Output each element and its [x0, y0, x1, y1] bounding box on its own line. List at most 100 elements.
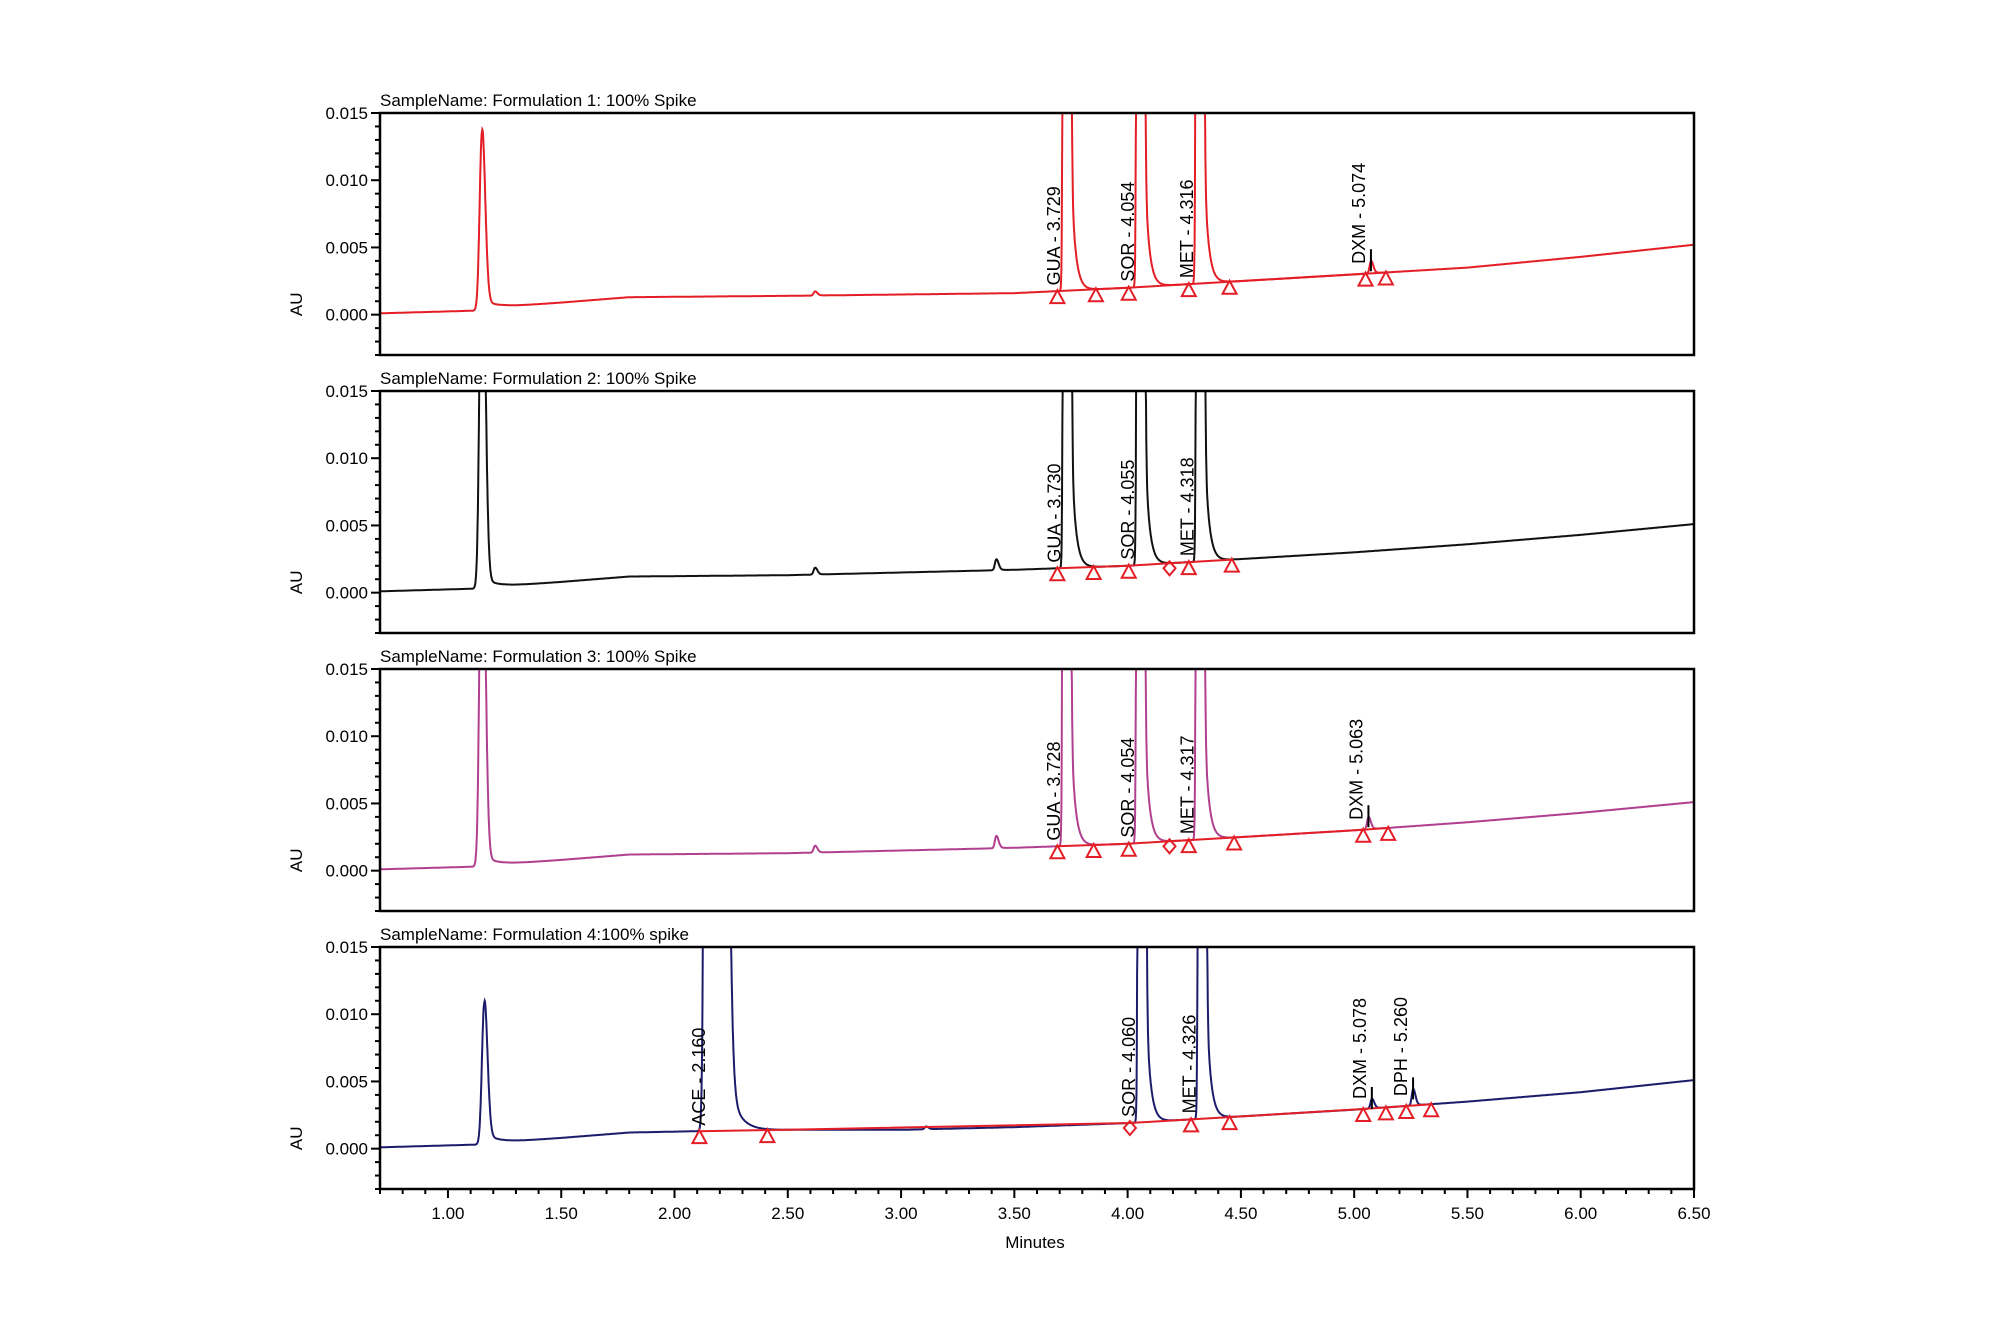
peak-boundary-triangle-marker	[1180, 559, 1198, 576]
peak-label: SOR - 4.060	[1119, 1017, 1139, 1117]
peak-label: SOR - 4.055	[1118, 460, 1138, 560]
panel-1: SampleName: Formulation 1: 100% Spike AU 0…	[287, 91, 1696, 357]
peak-boundary-triangle-marker	[1354, 1105, 1372, 1123]
peak-boundary-triangle-marker	[1120, 562, 1138, 579]
peak-boundary-triangle-marker	[1048, 843, 1067, 860]
panel-3: SampleName: Formulation 3: 100% Spike AU 0…	[287, 647, 1696, 913]
panel-title: SampleName: Formulation 3: 100% Spike	[380, 647, 697, 666]
peak-boundary-triangle-marker	[1084, 841, 1103, 858]
y-tick-label: 0.015	[325, 938, 368, 957]
y-tick-label: 0.010	[325, 727, 368, 746]
panel-4: SampleName: Formulation 4:100% spike AU 0.…	[287, 925, 1711, 1252]
peak-label: GUA - 3.729	[1044, 186, 1064, 285]
x-tick-label: 6.50	[1677, 1204, 1710, 1223]
panel-title: SampleName: Formulation 2: 100% Spike	[380, 369, 697, 388]
peak-label: MET - 4.326	[1179, 1015, 1199, 1114]
peak-label: GUA - 3.728	[1044, 742, 1064, 841]
peak-boundary-triangle-marker	[1120, 284, 1138, 301]
panel-2: SampleName: Formulation 2: 100% Spike AU 0…	[287, 369, 1696, 635]
peak-label: GUA - 3.730	[1044, 464, 1064, 563]
y-tick-label: 0.000	[325, 584, 368, 603]
plot-frame	[378, 389, 1696, 635]
chromatogram-trace	[380, 113, 1694, 315]
panel-title: SampleName: Formulation 1: 100% Spike	[380, 91, 697, 110]
y-tick-label: 0.015	[325, 660, 368, 679]
x-tick-label: 3.00	[885, 1204, 918, 1223]
peak-boundary-triangle-marker	[758, 1127, 777, 1144]
peak-label: ACE - 2.160	[689, 1028, 709, 1126]
peak-boundary-diamond-marker	[1162, 837, 1177, 855]
chromatogram-trace	[380, 669, 1694, 871]
peak-boundary-triangle-marker	[1048, 565, 1067, 582]
panel-title: SampleName: Formulation 4:100% spike	[380, 925, 689, 944]
peak-label: SOR - 4.054	[1118, 182, 1138, 282]
peak-boundary-triangle-marker	[1048, 288, 1067, 305]
x-tick-label: 1.50	[545, 1204, 578, 1223]
peak-boundary-triangle-marker	[1084, 563, 1103, 580]
y-tick-label: 0.010	[325, 449, 368, 468]
peak-boundary-triangle-marker	[1379, 824, 1397, 841]
chromatogram-trace	[380, 391, 1694, 593]
peak-label: MET - 4.316	[1177, 179, 1197, 278]
peak-label: MET - 4.317	[1177, 735, 1197, 834]
integration-baseline	[1057, 558, 1232, 570]
peak-label: DXM - 5.063	[1346, 719, 1366, 820]
integration-baseline	[1057, 271, 1386, 293]
peak-boundary-triangle-marker	[1377, 269, 1395, 286]
y-tick-label: 0.015	[325, 104, 368, 123]
y-tick-label: 0.010	[325, 1005, 368, 1024]
integration-baseline	[699, 1103, 1432, 1133]
y-tick-label: 0.005	[325, 1072, 368, 1091]
peak-boundary-triangle-marker	[1182, 1116, 1200, 1133]
y-tick-label: 0.005	[325, 516, 368, 535]
x-tick-label: 4.00	[1111, 1204, 1144, 1223]
chromatogram-trace	[380, 947, 1694, 1149]
x-axis-label: Minutes	[1005, 1233, 1065, 1252]
y-tick-label: 0.015	[325, 382, 368, 401]
x-tick-label: 1.00	[431, 1204, 464, 1223]
x-tick-label: 5.50	[1451, 1204, 1484, 1223]
peak-boundary-triangle-marker	[1180, 837, 1198, 854]
y-axis-label: AU	[287, 292, 306, 316]
peak-boundary-diamond-marker	[1162, 559, 1177, 577]
y-tick-label: 0.010	[325, 171, 368, 190]
y-tick-label: 0.005	[325, 238, 368, 257]
peak-boundary-triangle-marker	[1397, 1102, 1415, 1119]
peak-boundary-triangle-marker	[1120, 840, 1138, 857]
x-tick-label: 5.00	[1338, 1204, 1371, 1223]
peak-boundary-triangle-marker	[1220, 278, 1239, 295]
peak-label: MET - 4.318	[1178, 457, 1198, 556]
x-tick-label: 2.50	[771, 1204, 804, 1223]
peak-boundary-triangle-marker	[1377, 1104, 1395, 1121]
peak-boundary-triangle-marker	[1087, 286, 1105, 303]
peak-boundary-triangle-marker	[1225, 834, 1243, 851]
peak-boundary-triangle-marker	[1356, 270, 1375, 287]
peak-boundary-triangle-marker	[1180, 281, 1198, 298]
peak-label: SOR - 4.054	[1118, 738, 1138, 838]
y-axis-label: AU	[287, 1126, 306, 1150]
y-axis-label: AU	[287, 570, 306, 594]
peak-label: DPH - 5.260	[1391, 997, 1411, 1096]
y-tick-label: 0.000	[325, 1140, 368, 1159]
y-axis-label: AU	[287, 848, 306, 872]
peak-boundary-diamond-marker	[1122, 1119, 1138, 1137]
plot-frame	[378, 111, 1696, 357]
x-tick-label: 4.50	[1224, 1204, 1257, 1223]
integration-baseline	[1057, 826, 1389, 848]
y-tick-label: 0.000	[325, 862, 368, 881]
plot-frame	[378, 667, 1696, 913]
x-tick-label: 3.50	[998, 1204, 1031, 1223]
peak-boundary-triangle-marker	[690, 1128, 709, 1145]
plot-frame	[378, 945, 1696, 1191]
y-tick-label: 0.005	[325, 794, 368, 813]
y-tick-label: 0.000	[325, 306, 368, 325]
peak-boundary-triangle-marker	[1354, 826, 1372, 843]
peak-label: DXM - 5.074	[1349, 163, 1369, 264]
peak-label: DXM - 5.078	[1350, 998, 1370, 1099]
x-tick-label: 6.00	[1564, 1204, 1597, 1223]
peak-boundary-triangle-marker	[1422, 1101, 1440, 1118]
x-tick-label: 2.00	[658, 1204, 691, 1223]
peak-boundary-triangle-marker	[1223, 556, 1241, 573]
peak-boundary-triangle-marker	[1220, 1113, 1239, 1131]
